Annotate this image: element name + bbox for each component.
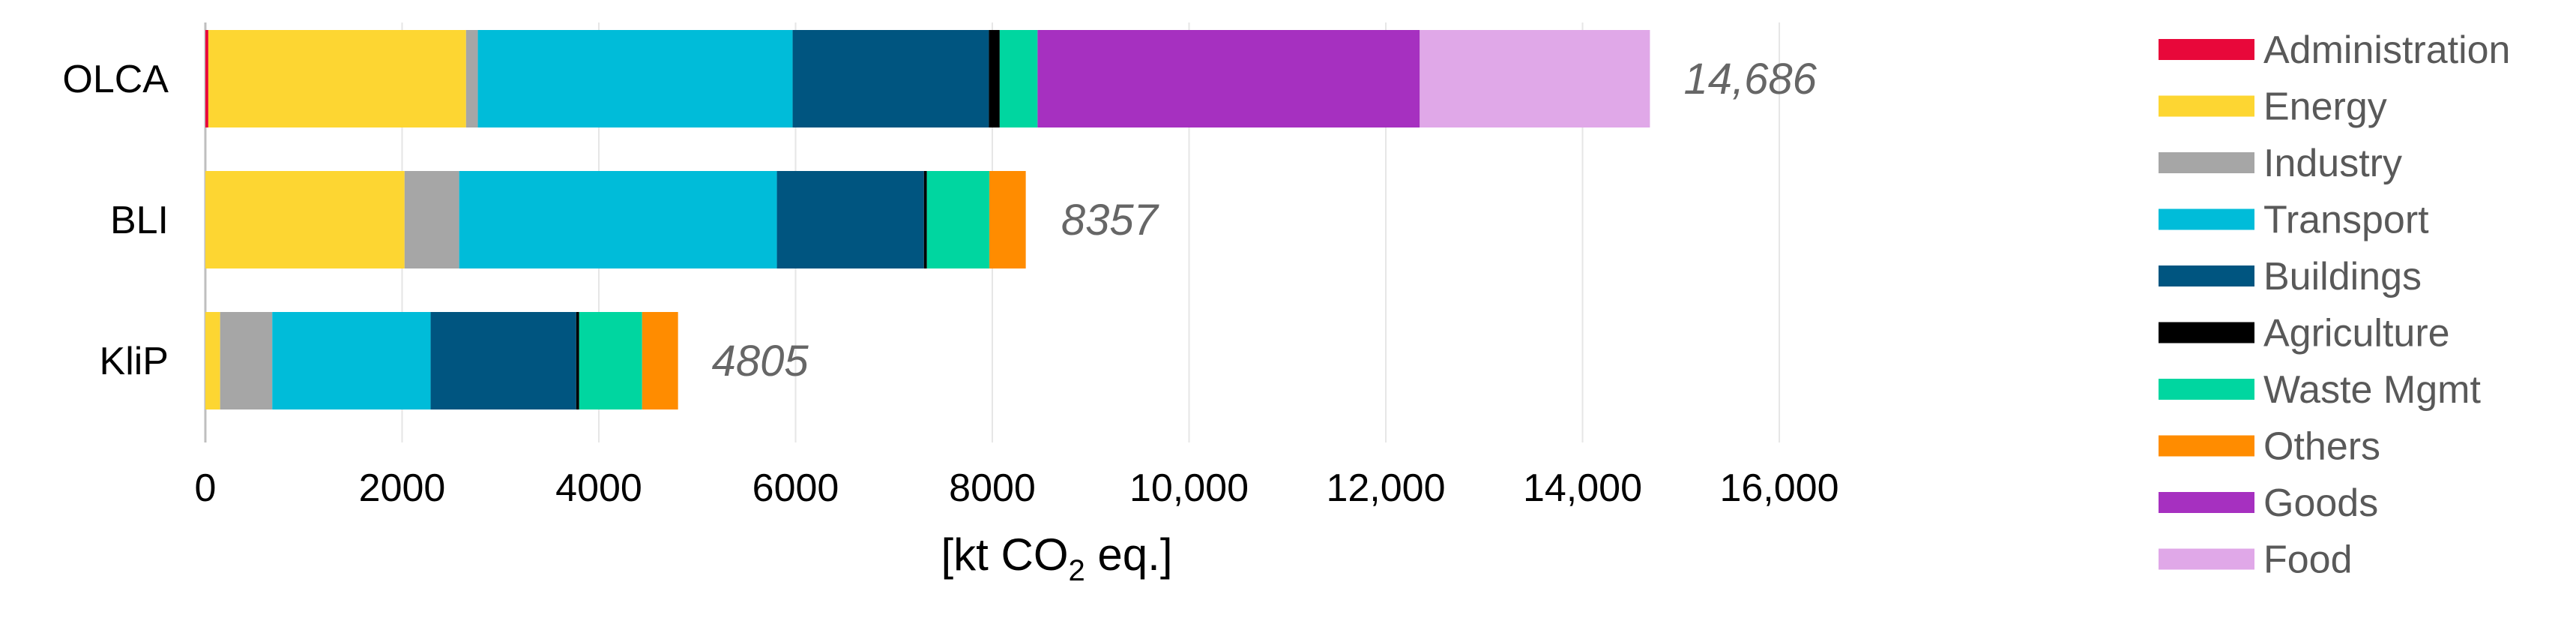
legend-label: Buildings (2263, 255, 2422, 298)
bar-segment-energy (205, 312, 220, 410)
legend-swatch (2159, 152, 2254, 173)
legend-label: Goods (2263, 482, 2378, 525)
x-tick-label: 12,000 (1326, 466, 1445, 510)
legend-swatch (2159, 39, 2254, 60)
bar-segment-industry (404, 171, 459, 268)
legend-label: Others (2263, 425, 2380, 469)
bar-segment-waste-mgmt (579, 312, 642, 410)
bar-segment-buildings (792, 30, 989, 128)
bars (205, 30, 1650, 410)
legend-swatch (2159, 548, 2254, 570)
bar-segment-transport (459, 171, 777, 268)
legend-swatch (2159, 492, 2254, 513)
x-tick-label: 14,000 (1523, 466, 1642, 510)
legend-label: Industry (2263, 142, 2402, 185)
legend-swatch (2159, 322, 2254, 344)
x-tick-label: 16,000 (1719, 466, 1839, 510)
x-axis-title-prefix: [kt CO (941, 530, 1068, 580)
legend-item: Transport (2159, 199, 2429, 242)
x-tick-label: 0 (195, 466, 217, 510)
bar-segment-others (642, 312, 678, 410)
category-labels: OLCA BLI KliP (62, 58, 169, 383)
category-label: OLCA (62, 58, 169, 101)
bar-segment-goods (1037, 30, 1420, 128)
total-label: 8357 (1061, 196, 1160, 244)
bar-segment-transport (272, 312, 431, 410)
legend-swatch (2159, 266, 2254, 286)
legend: Administration Energy Industry Transport Bui… (2159, 28, 2510, 582)
legend-item: Administration (2159, 28, 2510, 72)
legend-item: Food (2159, 538, 2353, 582)
bar-segment-food (1420, 30, 1650, 128)
x-axis-title: [kt CO2 eq.] (941, 530, 1172, 587)
bar-segment-energy (205, 171, 405, 268)
bar-segment-industry (465, 30, 478, 128)
bar-segment-transport (477, 30, 793, 128)
legend-item: Others (2159, 425, 2380, 469)
legend-label: Transport (2263, 199, 2429, 242)
x-tick-label: 10,000 (1129, 466, 1249, 510)
bar-segment-buildings (430, 312, 576, 410)
legend-label: Administration (2263, 28, 2510, 72)
legend-item: Goods (2159, 482, 2378, 525)
legend-label: Energy (2263, 86, 2387, 129)
legend-swatch (2159, 379, 2254, 400)
legend-label: Waste Mgmt (2263, 368, 2481, 412)
x-tick-labels: 0 2000 4000 6000 8000 10,000 12,000 14,000 16,00… (195, 466, 1839, 510)
legend-item: Industry (2159, 142, 2402, 185)
category-label: BLI (110, 199, 169, 242)
legend-swatch (2159, 208, 2254, 230)
legend-item: Agriculture (2159, 312, 2450, 356)
bar-segment-agriculture (989, 30, 1000, 128)
total-label: 14,686 (1684, 55, 1818, 104)
bar-segment-waste-mgmt (999, 30, 1038, 128)
legend-swatch (2159, 95, 2254, 117)
legend-label: Agriculture (2263, 312, 2450, 356)
legend-item: Waste Mgmt (2159, 368, 2481, 412)
category-label: KliP (100, 340, 169, 383)
x-axis-title-subscript: 2 (1069, 554, 1085, 587)
x-tick-label: 2000 (359, 466, 446, 510)
x-tick-label: 6000 (752, 466, 839, 510)
bar-segment-buildings (776, 171, 924, 268)
bar-segment-energy (208, 30, 466, 128)
bar-segment-agriculture (576, 312, 579, 410)
legend-item: Energy (2159, 86, 2387, 129)
x-tick-label: 4000 (555, 466, 642, 510)
bar-segment-industry (220, 312, 273, 410)
bar-segment-administration (205, 30, 208, 128)
legend-label: Food (2263, 538, 2353, 582)
bar-segment-agriculture (923, 171, 927, 268)
x-tick-label: 8000 (949, 466, 1036, 510)
legend-item: Buildings (2159, 255, 2422, 298)
bar-segment-others (989, 171, 1026, 268)
legend-swatch (2159, 435, 2254, 457)
total-labels: 14,686 8357 4805 (712, 55, 1818, 386)
total-label: 4805 (712, 337, 809, 386)
x-axis-title-suffix: eq.] (1085, 530, 1173, 580)
bar-segment-waste-mgmt (926, 171, 990, 268)
